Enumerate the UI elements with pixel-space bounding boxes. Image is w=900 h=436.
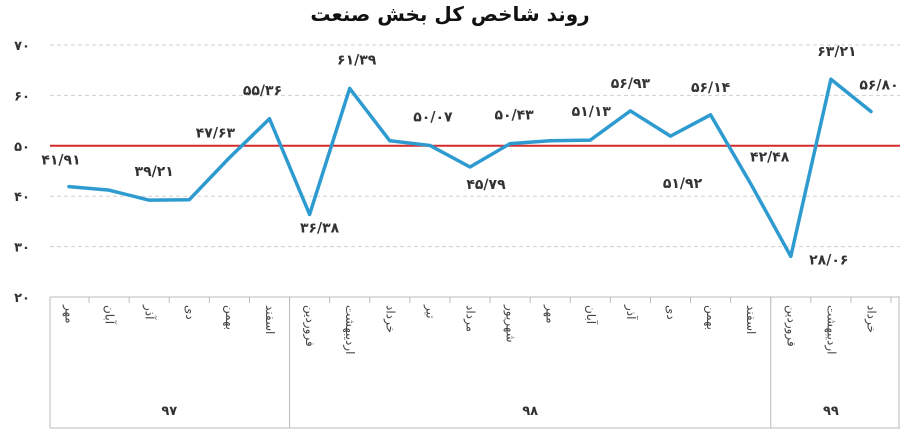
data-point — [268, 117, 271, 121]
x-tick-label: آذر — [623, 304, 639, 320]
data-point — [669, 134, 672, 138]
data-label: ۵۶/۹۳ — [611, 76, 651, 92]
data-point — [428, 143, 432, 147]
data-label: ۵۰/۴۳ — [494, 108, 534, 124]
data-point — [869, 110, 873, 114]
data-point — [789, 254, 793, 258]
group-label: ۹۷ — [161, 404, 177, 419]
y-tick-label: ۳۰ — [14, 241, 30, 256]
y-tick-label: ۴۰ — [14, 190, 30, 205]
x-tick-label: مهر — [543, 304, 558, 324]
y-tick-label: ۵۰ — [14, 140, 30, 155]
data-label: ۵۶/۸۰ — [859, 78, 898, 94]
data-point — [348, 86, 352, 90]
x-tick-label: اردیبهشت — [342, 305, 357, 354]
data-point — [67, 185, 71, 189]
x-tick-label: بهمن — [703, 305, 718, 330]
x-tick-label: بهمن — [222, 305, 237, 330]
data-point — [588, 138, 592, 142]
data-label: ۵۱/۱۳ — [572, 104, 612, 120]
data-point — [749, 182, 753, 186]
y-tick-label: ۷۰ — [14, 39, 30, 54]
data-point — [187, 198, 191, 202]
data-point — [107, 188, 111, 192]
data-label: ۴۷/۶۳ — [196, 126, 236, 142]
data-point — [308, 212, 312, 216]
chart-title: روند شاخص کل بخش صنعت — [310, 2, 590, 26]
x-tick-label: تیر — [422, 304, 437, 319]
x-tick-label: شهریور — [503, 304, 518, 343]
x-tick-label: مرداد — [463, 305, 478, 332]
x-tick-label: اسفند — [263, 305, 277, 334]
data-label: ۴۵/۷۹ — [466, 177, 506, 193]
data-point — [388, 139, 392, 143]
data-label: ۵۱/۹۲ — [663, 176, 703, 192]
group-label: ۹۸ — [522, 404, 538, 419]
data-point — [628, 109, 632, 113]
data-label: ۳۹/۲۱ — [135, 164, 174, 180]
data-point — [147, 198, 151, 202]
data-label: ۳۶/۳۸ — [300, 220, 340, 236]
x-tick-label: دی — [183, 305, 197, 320]
data-label: ۵۶/۱۴ — [691, 80, 731, 96]
data-point — [508, 142, 512, 146]
x-tick-label: خرداد — [382, 305, 397, 333]
x-tick-label: خرداد — [864, 305, 879, 333]
data-point — [468, 165, 472, 169]
x-tick-label: فروردین — [302, 305, 317, 347]
data-point — [829, 77, 833, 81]
x-tick-label: فروردین — [783, 305, 798, 347]
data-label: ۵۵/۳۶ — [243, 83, 282, 99]
data-point — [227, 156, 231, 160]
data-label: ۲۸/۰۶ — [809, 252, 848, 268]
x-tick-label: اردیبهشت — [823, 305, 838, 354]
data-label: ۶۱/۳۹ — [337, 52, 377, 68]
data-label: ۴۱/۹۱ — [41, 153, 80, 169]
x-tick-label: آبان — [584, 305, 599, 325]
data-point — [709, 113, 713, 117]
data-point — [548, 139, 552, 143]
data-label: ۶۳/۲۱ — [817, 44, 856, 60]
x-tick-label: آذر — [142, 304, 158, 320]
x-tick-label: دی — [664, 305, 678, 320]
data-label: ۵۰/۰۷ — [413, 109, 453, 125]
x-tick-label: مهر — [62, 304, 77, 324]
data-label: ۴۲/۴۸ — [750, 150, 790, 166]
x-tick-label: آبان — [103, 305, 118, 325]
y-tick-label: ۲۰ — [14, 291, 30, 306]
group-label: ۹۹ — [823, 404, 839, 419]
x-tick-label: اسفند — [744, 305, 758, 334]
y-tick-label: ۶۰ — [14, 89, 30, 104]
